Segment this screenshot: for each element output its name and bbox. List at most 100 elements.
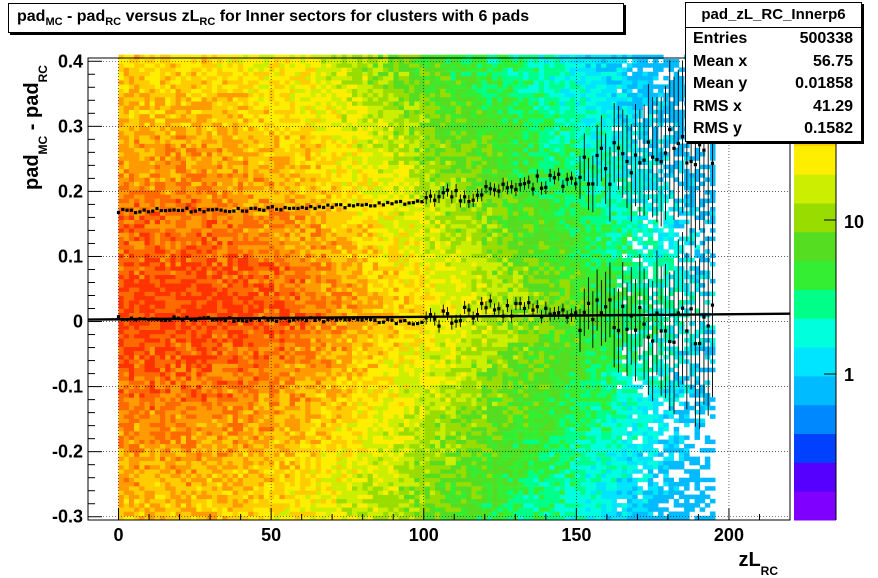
- heatmap-cell: [118, 173, 124, 178]
- heatmap-cell: [180, 236, 187, 242]
- heatmap-cell: [352, 498, 358, 504]
- heatmap-cell: [331, 384, 337, 390]
- heatmap-cell: [222, 249, 228, 254]
- heatmap-cell: [154, 152, 161, 157]
- heatmap-cell: [305, 236, 311, 242]
- heatmap-cell: [243, 401, 249, 407]
- heatmap-cell: [352, 346, 358, 352]
- heatmap-cell: [165, 245, 171, 250]
- heatmap-cell: [201, 405, 207, 411]
- heatmap-cell: [149, 439, 156, 445]
- heatmap-cell: [315, 414, 322, 419]
- heatmap-cell: [331, 109, 337, 115]
- heatmap-cell: [201, 295, 207, 301]
- heatmap-cell: [160, 278, 166, 284]
- heatmap-cell: [165, 236, 171, 242]
- heatmap-cell: [294, 152, 301, 157]
- heatmap-cell: [305, 270, 311, 275]
- heatmap-cell: [191, 202, 197, 208]
- heatmap-cell: [217, 355, 223, 360]
- heatmap-cell: [227, 329, 233, 335]
- heatmap-cell: [227, 219, 233, 225]
- heatmap-cell: [336, 397, 342, 402]
- heatmap-cell: [346, 228, 353, 233]
- heatmap-cell: [341, 507, 348, 512]
- heatmap-cell: [123, 507, 130, 512]
- heatmap-cell: [341, 139, 348, 144]
- heatmap-cell: [336, 291, 342, 297]
- heatmap-cell: [331, 388, 337, 394]
- heatmap-cell: [165, 101, 171, 106]
- heatmap-cell: [170, 80, 176, 85]
- heatmap-cell: [331, 97, 337, 102]
- heatmap-cell: [300, 346, 306, 352]
- heatmap-cell: [346, 359, 353, 364]
- heatmap-cell: [123, 177, 130, 182]
- heatmap-cell: [175, 359, 182, 364]
- heatmap-cell: [165, 266, 171, 271]
- heatmap-cell: [289, 75, 296, 81]
- heatmap-cell: [243, 63, 249, 68]
- heatmap-cell: [165, 257, 171, 263]
- heatmap-cell: [170, 350, 176, 356]
- heatmap-cell: [289, 321, 296, 326]
- heatmap-cell: [274, 257, 280, 263]
- heatmap-cell: [118, 384, 124, 390]
- heatmap-cell: [305, 147, 311, 153]
- heatmap-cell: [320, 503, 327, 508]
- heatmap-cell: [237, 54, 244, 60]
- heatmap-cell: [201, 359, 207, 364]
- heatmap-cell: [165, 355, 171, 360]
- heatmap-cell: [310, 431, 316, 436]
- heatmap-cell: [258, 490, 265, 495]
- heatmap-cell: [294, 109, 301, 115]
- heatmap-cell: [201, 456, 207, 462]
- heatmap-cell: [341, 477, 348, 483]
- heatmap-cell: [320, 88, 327, 94]
- heatmap-cell: [175, 304, 182, 309]
- heatmap-cell: [154, 414, 161, 419]
- heatmap-cell: [284, 274, 291, 280]
- heatmap-cell: [134, 346, 140, 352]
- heatmap-cell: [196, 232, 202, 237]
- heatmap-cell: [134, 232, 140, 237]
- heatmap-cell: [243, 253, 249, 258]
- heatmap-cell: [196, 101, 202, 106]
- heatmap-cell: [269, 333, 275, 339]
- heatmap-cell: [186, 249, 192, 254]
- heatmap-cell: [206, 355, 213, 360]
- heatmap-cell: [336, 342, 342, 347]
- heatmap-cell: [191, 147, 197, 153]
- heatmap-cell: [139, 426, 145, 432]
- heatmap-cell: [284, 287, 291, 292]
- heatmap-cell: [134, 312, 140, 318]
- heatmap-cell: [284, 122, 291, 127]
- heatmap-cell: [341, 262, 348, 267]
- heatmap-cell: [149, 443, 156, 449]
- heatmap-cell: [315, 486, 322, 491]
- heatmap-cell: [222, 515, 228, 521]
- heatmap-cell: [139, 418, 145, 423]
- heatmap-cell: [123, 97, 130, 102]
- heatmap-cell: [305, 54, 311, 60]
- heatmap-cell: [118, 431, 124, 436]
- heatmap-cell: [346, 143, 353, 149]
- heatmap-cell: [294, 325, 301, 330]
- heatmap-cell: [243, 122, 249, 127]
- heatmap-cell: [134, 511, 140, 516]
- heatmap-cell: [222, 139, 228, 144]
- heatmap-cell: [123, 465, 130, 470]
- heatmap-cell: [186, 460, 192, 466]
- heatmap-cell: [310, 67, 316, 72]
- heatmap-cell: [284, 84, 291, 89]
- heatmap-cell: [320, 152, 327, 157]
- heatmap-cell: [310, 376, 316, 381]
- heatmap-cell: [232, 422, 239, 428]
- heatmap-cell: [346, 372, 353, 377]
- heatmap-cell: [175, 173, 182, 178]
- heatmap-cell: [300, 75, 306, 81]
- heatmap-cell: [326, 118, 332, 123]
- heatmap-cell: [227, 181, 233, 187]
- heatmap-cell: [134, 460, 140, 466]
- heatmap-cell: [222, 223, 228, 229]
